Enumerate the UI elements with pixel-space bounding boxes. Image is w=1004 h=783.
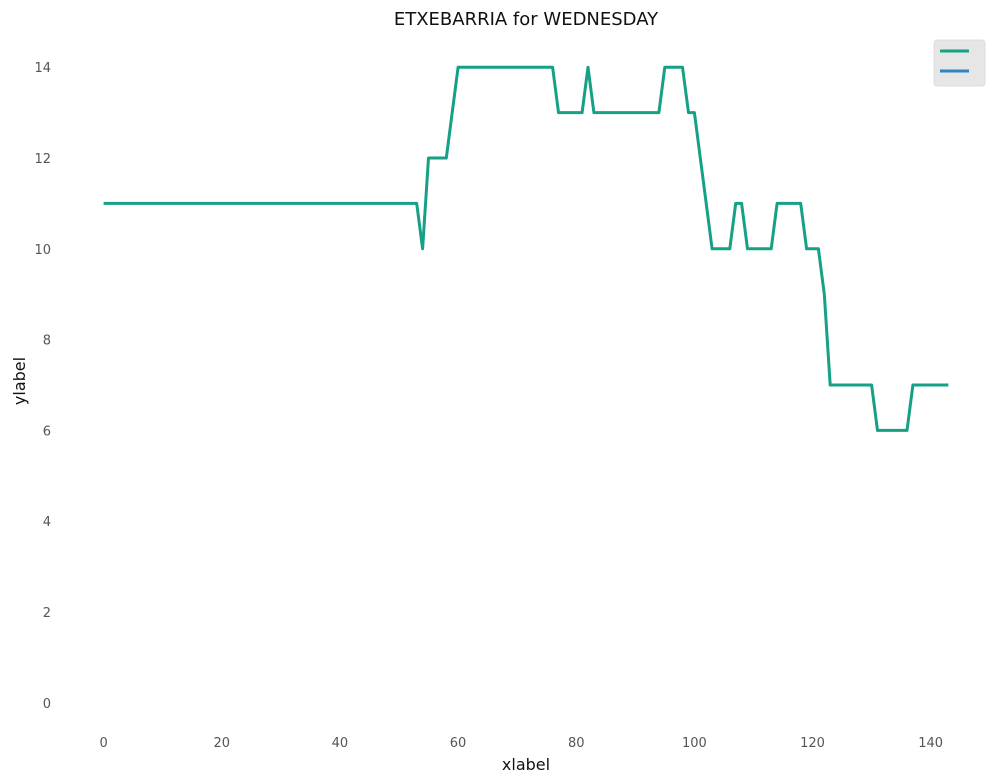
y-tick-label: 6 xyxy=(43,424,51,439)
series-layer xyxy=(103,65,949,432)
x-axis-ticks: 0 20 40 60 80 100 120 140 xyxy=(99,736,943,751)
x-tick-label: 120 xyxy=(800,736,825,751)
legend-box xyxy=(933,39,986,87)
legend xyxy=(933,39,986,87)
y-tick-label: 0 xyxy=(43,697,51,712)
y-axis-label: ylabel xyxy=(10,357,29,405)
y-tick-label: 10 xyxy=(34,243,51,258)
y-tick-label: 14 xyxy=(34,61,51,76)
chart-title: ETXEBARRIA for WEDNESDAY xyxy=(394,9,659,30)
y-tick-label: 12 xyxy=(34,152,51,167)
y-tick-label: 8 xyxy=(43,334,51,349)
x-tick-label: 140 xyxy=(918,736,943,751)
y-tick-label: 2 xyxy=(43,606,51,621)
x-tick-label: 20 xyxy=(214,736,231,751)
x-axis-label: xlabel xyxy=(502,755,550,774)
x-tick-label: 100 xyxy=(682,736,707,751)
x-tick-label: 60 xyxy=(450,736,467,751)
x-tick-label: 40 xyxy=(332,736,349,751)
y-axis-ticks: 0 2 4 6 8 10 12 14 xyxy=(34,61,51,712)
y-tick-label: 4 xyxy=(43,515,51,530)
series-line xyxy=(103,65,949,432)
x-tick-label: 80 xyxy=(568,736,585,751)
x-tick-label: 0 xyxy=(99,736,107,751)
